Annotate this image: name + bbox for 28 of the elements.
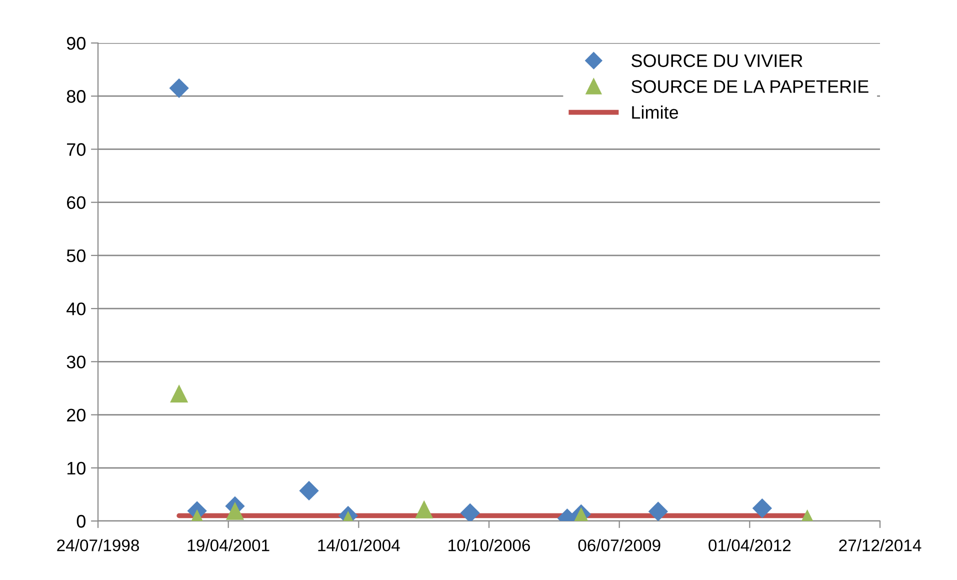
y-tick-label: 90 (66, 36, 86, 50)
y-tick-label: 0 (76, 514, 86, 528)
point (170, 384, 188, 403)
x-tick-label: 06/07/2009 (578, 539, 660, 552)
y-tick-label: 60 (67, 196, 86, 210)
point (648, 502, 668, 521)
x-tick-label: 14/01/2004 (318, 539, 400, 552)
y-tick-label: 20 (67, 408, 86, 422)
x-tick-label: 27/12/2014 (839, 539, 922, 552)
y-tick-label: 40 (66, 302, 86, 316)
legend-label: SOURCE DU VIVIER (632, 54, 802, 68)
x-tick-label: 01/04/2012 (708, 539, 791, 552)
y-tick-label: 50 (66, 249, 86, 262)
point (415, 500, 434, 518)
y-tick-label: 70 (67, 143, 86, 156)
y-tick-label: 10 (67, 462, 86, 475)
y-tick-label: 80 (66, 90, 86, 103)
legend-label: SOURCE DE LA PAPETERIE (632, 80, 868, 93)
point (299, 480, 319, 501)
legend-label: Limite (632, 106, 678, 119)
x-tick-label: 19/04/2001 (188, 539, 270, 552)
point (460, 503, 480, 521)
point (169, 78, 189, 98)
point (226, 502, 244, 520)
x-tick-label: 10/10/2006 (448, 539, 530, 552)
y-tick-label: 30 (66, 356, 86, 368)
point (752, 498, 772, 518)
x-tick-label: 24/07/1998 (57, 539, 139, 552)
